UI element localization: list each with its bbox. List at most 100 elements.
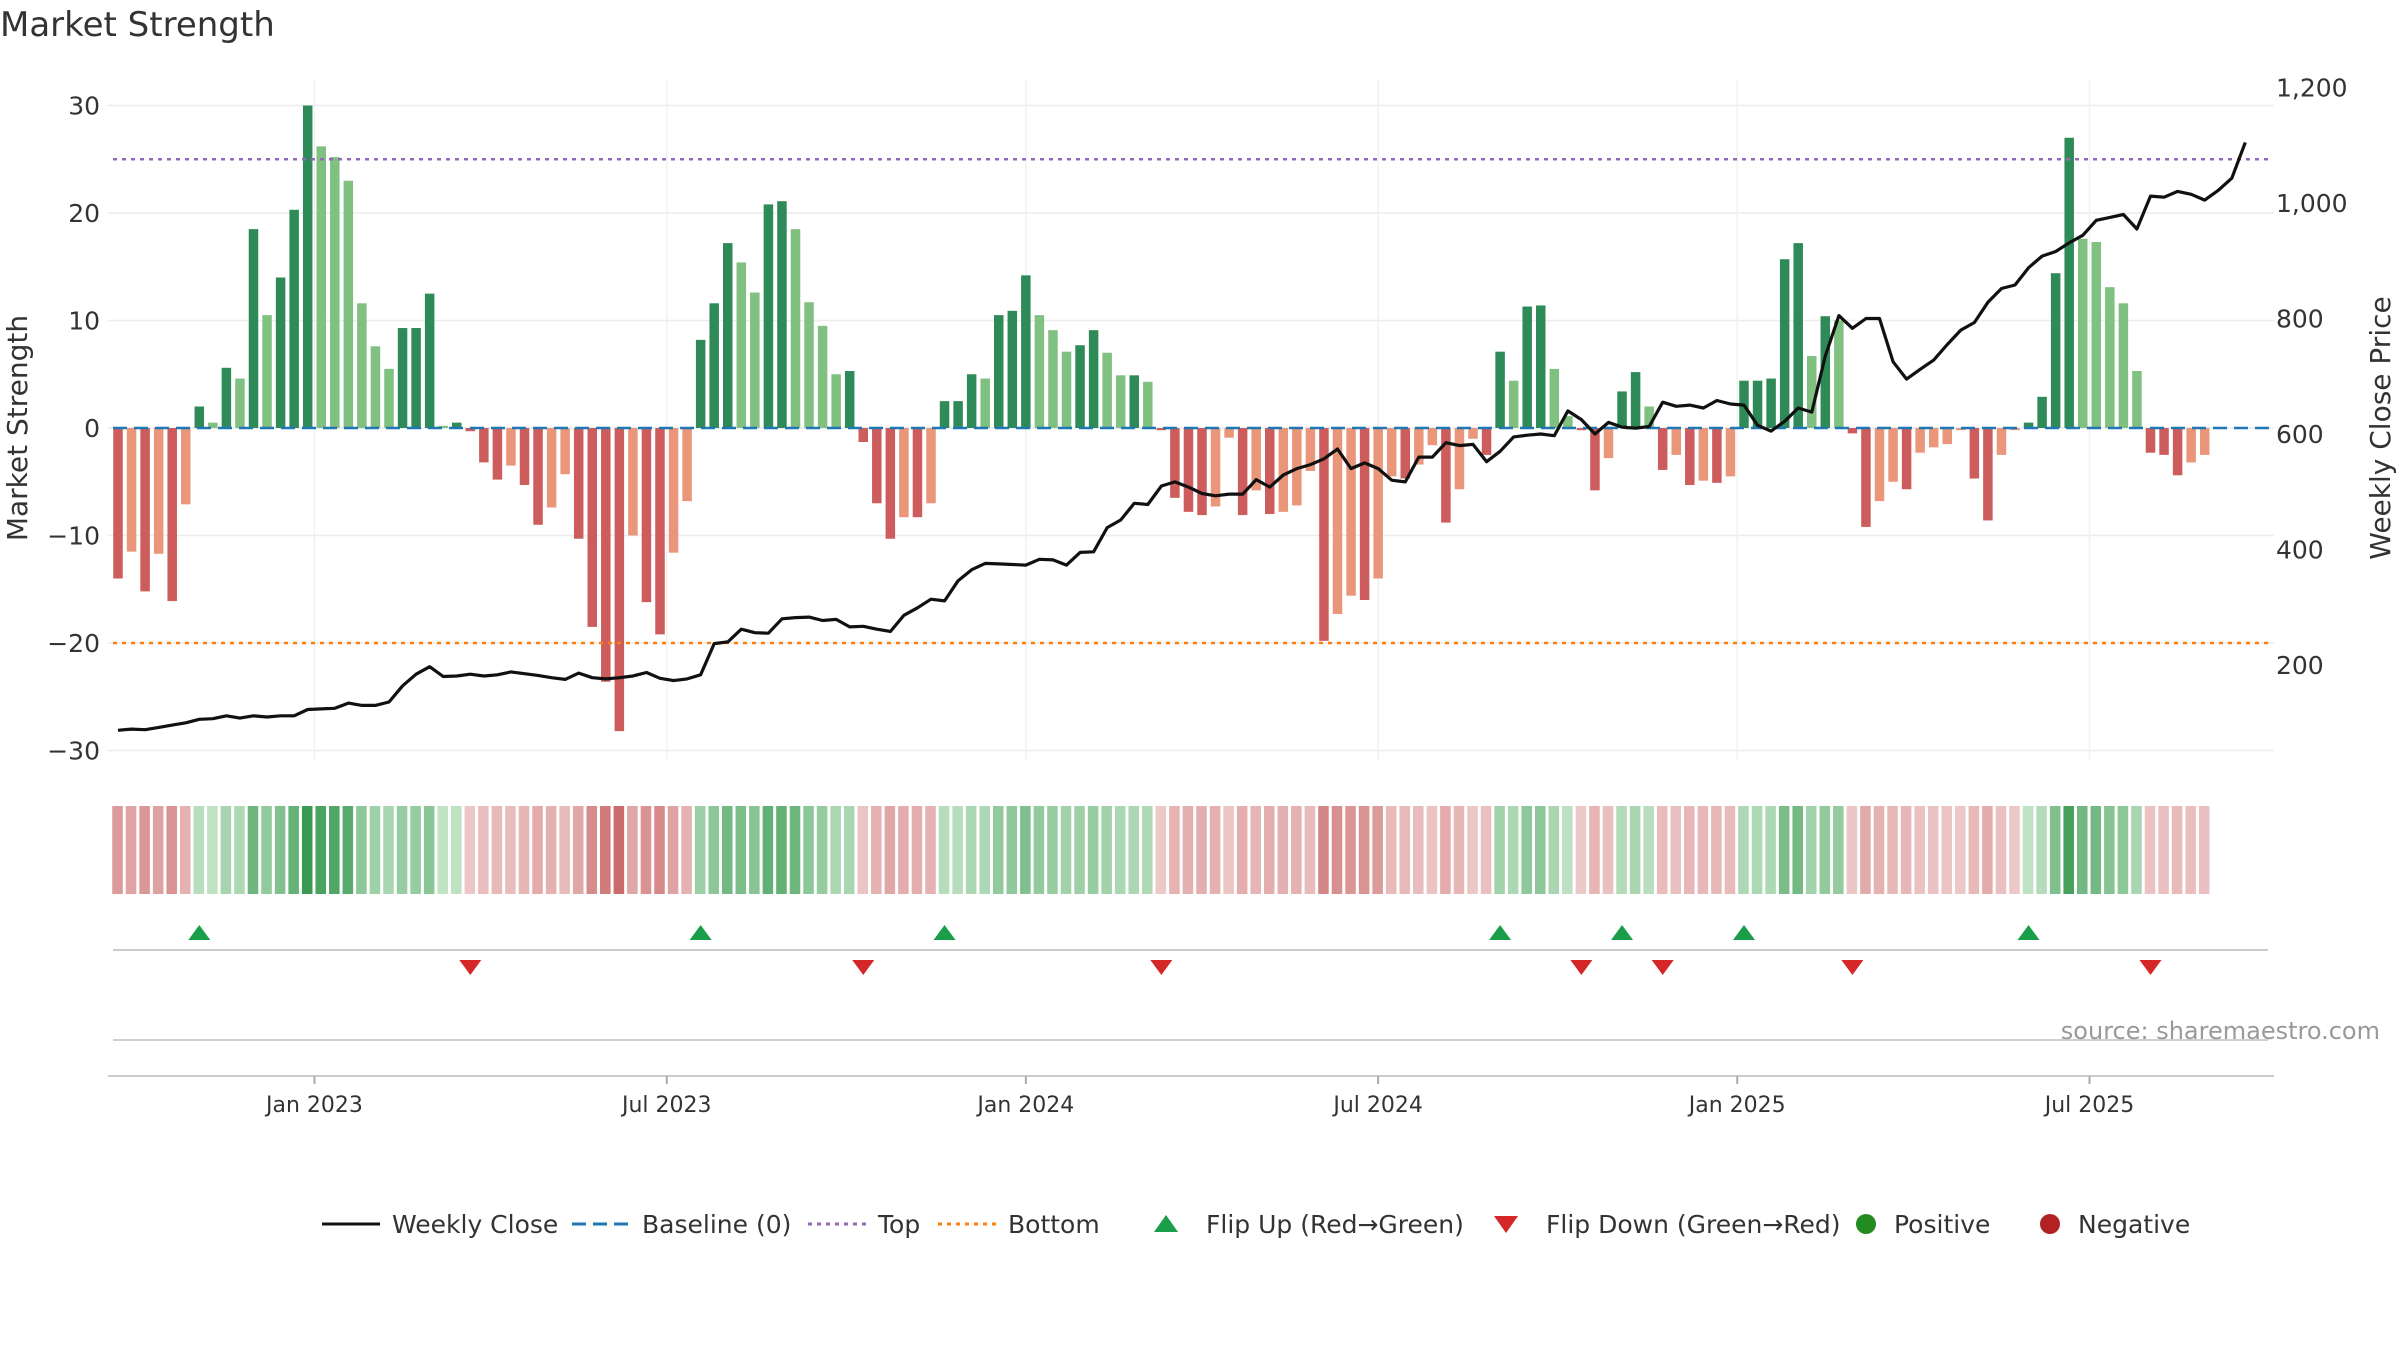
strength-bar <box>2105 287 2115 428</box>
strength-bar <box>181 428 191 505</box>
x-tick-label: Jul 2023 <box>620 1093 712 1118</box>
heat-cell <box>2158 806 2169 894</box>
heat-cell <box>884 806 896 894</box>
heat-cell <box>1277 806 1289 894</box>
strength-bar <box>777 201 787 428</box>
strength-bar <box>736 262 747 428</box>
strength-bar <box>208 422 218 428</box>
heat-cell <box>1318 806 1329 894</box>
strength-bar <box>1454 428 1465 490</box>
strength-bar <box>357 303 367 428</box>
strength-bar <box>2078 238 2088 428</box>
strength-bar <box>1969 428 1980 479</box>
heat-cell <box>1074 806 1085 894</box>
strength-bar <box>1617 391 1627 428</box>
strength-bar <box>1034 315 1045 428</box>
strength-bar <box>1834 320 1844 428</box>
heat-cell <box>952 806 963 894</box>
strength-bar <box>2199 428 2210 455</box>
strength-bar <box>1576 428 1587 431</box>
legend-label: Bottom <box>1008 1210 1100 1239</box>
heat-cell <box>911 806 923 894</box>
heat-cell <box>586 806 598 894</box>
heat-cell <box>261 806 272 894</box>
strength-bar <box>1048 330 1058 428</box>
strength-bar <box>926 428 936 504</box>
heat-cell <box>979 806 990 894</box>
heat-cell <box>2117 806 2129 894</box>
y-axis-right-label: Weekly Close Price <box>2364 296 2397 559</box>
heat-cell <box>1792 806 1803 894</box>
strength-bar <box>465 428 476 432</box>
strength-bar <box>994 315 1004 428</box>
chart-title: Market Strength <box>0 5 275 45</box>
strength-bar <box>1088 330 1099 428</box>
heat-cell <box>2131 806 2142 894</box>
heat-cell <box>383 806 394 894</box>
strength-bar <box>438 425 448 428</box>
strength-bar <box>1752 380 1763 428</box>
heat-cell <box>274 806 286 894</box>
heat-cell <box>1521 806 1532 894</box>
strength-bar <box>1305 428 1316 471</box>
legend-flip-up: Flip Up (Red→Green) <box>1154 1210 1464 1239</box>
heat-cell <box>112 806 123 894</box>
strength-bar <box>1156 428 1167 431</box>
y-right-tick-label: 1,200 <box>2276 74 2348 103</box>
strength-bar <box>140 428 150 592</box>
strength-bar <box>614 428 625 732</box>
strength-bar <box>573 428 584 539</box>
heat-cell <box>1927 806 1939 894</box>
strength-bar <box>2145 428 2156 453</box>
heat-cell <box>1887 806 1898 894</box>
heat-cell <box>1263 806 1275 894</box>
axes: 30 20 10 0 −10 −20 −30 1,200 1,000 800 600 400 200 <box>47 74 2347 766</box>
x-axis: Jan 2023 Jul 2023 Jan 2024 Jul 2024 Jan 2025… <box>108 1075 2274 1118</box>
strength-heat-strip <box>112 806 2210 894</box>
flip-up-marker <box>188 925 211 940</box>
heat-cell <box>437 806 448 894</box>
y-left-tick-label: −30 <box>47 737 100 766</box>
heat-cell <box>1453 806 1465 894</box>
heat-cell <box>288 806 299 894</box>
heat-cell <box>1101 806 1112 894</box>
flip-down-marker <box>1651 960 1674 975</box>
heat-cell <box>450 806 462 894</box>
flip-up-marker <box>1611 925 1634 940</box>
strength-bar <box>546 428 557 508</box>
heat-cell <box>667 806 679 894</box>
heat-cell <box>1413 806 1424 894</box>
heat-cell <box>1440 806 1451 894</box>
x-tick-label: Jul 2025 <box>2043 1093 2135 1118</box>
heat-cell <box>776 806 787 894</box>
strength-bar <box>370 346 381 428</box>
strength-bar <box>1007 310 1018 428</box>
heat-cell <box>1020 806 1031 894</box>
heat-cell <box>1819 806 1831 894</box>
legend-swatch <box>1856 1214 1876 1234</box>
heat-cell <box>1142 806 1153 894</box>
strength-bar <box>1942 428 1952 445</box>
heat-cell <box>166 806 177 894</box>
strength-bar <box>1400 428 1410 479</box>
heat-cell <box>2009 806 2020 894</box>
heat-cell <box>681 806 692 894</box>
legend: Weekly Close Baseline (0) Top Bottom Flip Up… <box>322 1210 2190 1239</box>
heat-cell <box>1128 806 1140 894</box>
strength-bar <box>343 180 354 428</box>
heat-cell <box>1467 806 1478 894</box>
heat-cell <box>2076 806 2088 894</box>
heat-cell <box>600 806 611 894</box>
heat-cell <box>2144 806 2156 894</box>
flip-markers <box>113 925 2268 1041</box>
heat-cell <box>518 806 530 894</box>
x-tick-label: Jan 2023 <box>264 1093 363 1118</box>
strength-bar <box>1265 428 1275 514</box>
strength-bar <box>2091 242 2102 428</box>
heat-cell <box>1426 806 1438 894</box>
strength-bar <box>1495 351 1505 428</box>
legend-swatch <box>1154 1215 1178 1232</box>
strength-bar <box>1386 428 1397 477</box>
y-right-tick-label: 200 <box>2276 651 2324 680</box>
